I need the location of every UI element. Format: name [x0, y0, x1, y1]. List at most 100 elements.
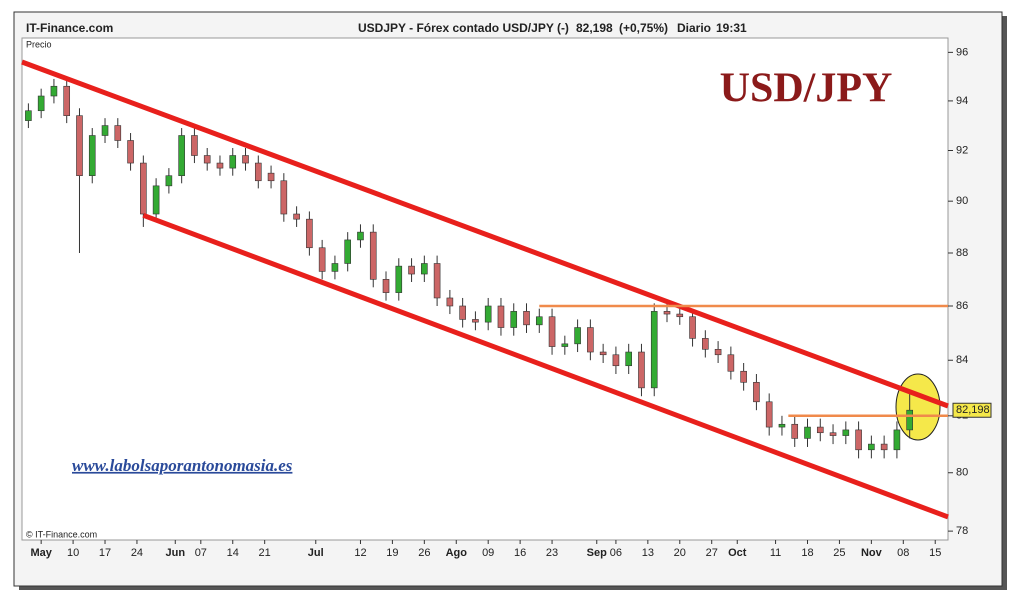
candle-body: [753, 382, 760, 403]
candle-body: [152, 185, 160, 215]
candle-body: [318, 247, 326, 272]
candle-body: [203, 155, 211, 164]
candle-body: [855, 429, 862, 451]
candle-body: [561, 343, 569, 347]
watermark: www.labolsaporantonomasia.es: [72, 456, 293, 475]
candle-body: [625, 351, 632, 367]
candle-body: [382, 279, 390, 293]
y-tick-label: 94: [956, 95, 968, 107]
plot-area: [21, 37, 949, 541]
x-tick-label: 18: [801, 547, 813, 559]
x-tick-label: 24: [131, 547, 143, 559]
candle-body: [906, 409, 913, 431]
candle-body: [242, 155, 249, 164]
x-tick-label: 15: [929, 547, 941, 559]
candle-body: [702, 338, 709, 350]
candle-body: [25, 110, 32, 121]
x-tick-label: 19: [386, 547, 398, 559]
y-tick-label: 92: [956, 144, 968, 156]
y-tick-label: 80: [956, 467, 968, 479]
highlight: [895, 373, 941, 441]
candle-body: [191, 135, 198, 156]
candle-body: [727, 354, 735, 372]
candle-body: [357, 231, 364, 241]
candle-body: [369, 231, 377, 280]
x-tick-label: Ago: [446, 547, 468, 559]
candle-body: [689, 316, 696, 339]
last-price: 82,198: [576, 21, 613, 35]
candle-body: [254, 162, 262, 182]
candle-body: [842, 429, 850, 436]
y-tick-label: 90: [956, 195, 968, 207]
candle-body: [165, 175, 173, 187]
candle-body: [676, 313, 684, 318]
candle-body: [868, 443, 875, 451]
candle-body: [663, 311, 671, 315]
candle-body: [267, 172, 275, 182]
candle-body: [893, 429, 901, 451]
x-tick-label: 27: [706, 547, 718, 559]
candle-body: [331, 263, 339, 272]
candle-body: [446, 297, 454, 307]
candle-body: [804, 426, 811, 439]
candle-body: [114, 125, 122, 141]
x-tick-label: 14: [227, 547, 239, 559]
candle-body: [484, 305, 492, 323]
x-tick-label: 20: [674, 547, 686, 559]
candle-body: [88, 135, 96, 176]
candle-body: [178, 135, 185, 176]
candle-body: [535, 316, 543, 326]
candle-body: [421, 263, 428, 275]
candle-body: [127, 140, 134, 164]
y-axis-label: Precio: [26, 39, 52, 49]
candle-body: [587, 327, 594, 353]
x-tick-label: 06: [610, 547, 622, 559]
candle-body: [306, 218, 313, 249]
trend-line: [21, 59, 949, 409]
x-tick-label: 13: [642, 547, 654, 559]
candle-body: [714, 348, 722, 356]
x-tick-label: May: [30, 547, 52, 559]
candle-body: [765, 401, 773, 428]
candle-body: [523, 311, 530, 326]
candle-body: [216, 162, 224, 169]
candle-body: [599, 351, 607, 356]
x-tick-label: 10: [67, 547, 79, 559]
y-tick-label: 84: [956, 354, 968, 366]
copyright: © IT-Finance.com: [26, 529, 97, 539]
candle-body: [293, 213, 300, 220]
candle-body: [344, 239, 351, 264]
candle-body: [433, 263, 441, 299]
candle-body: [497, 305, 505, 328]
x-tick-label: 16: [514, 547, 526, 559]
source: IT-Finance.com: [26, 21, 113, 35]
price-tag-label: 82,198: [956, 404, 990, 416]
x-tick-label: 25: [833, 547, 845, 559]
candle-body: [229, 155, 237, 169]
trend-line: [142, 212, 949, 520]
symbol: USDJPY - Fórex contado USD/JPY (-): [358, 21, 569, 35]
candle-body: [778, 423, 786, 428]
time: 19:31: [716, 21, 747, 35]
candle-body: [548, 316, 556, 347]
candle-body: [140, 162, 147, 215]
x-tick-label: Jul: [308, 547, 324, 559]
candle-body: [50, 85, 58, 97]
candle-body: [37, 95, 45, 112]
candle-body: [791, 423, 799, 439]
candle-body: [101, 125, 109, 136]
candle-body: [408, 265, 415, 275]
chart-title: USD/JPY: [720, 66, 893, 112]
x-tick-label: 17: [99, 547, 111, 559]
candle-body: [459, 305, 466, 320]
candle-body: [63, 85, 71, 116]
candle-body: [76, 115, 83, 176]
x-tick-label: 09: [482, 547, 494, 559]
x-tick-label: 07: [195, 547, 207, 559]
candle-body: [612, 354, 620, 367]
x-tick-label: 08: [897, 547, 909, 559]
x-tick-label: 11: [770, 547, 781, 559]
x-tick-label: 21: [259, 547, 271, 559]
candle-body: [280, 180, 288, 215]
